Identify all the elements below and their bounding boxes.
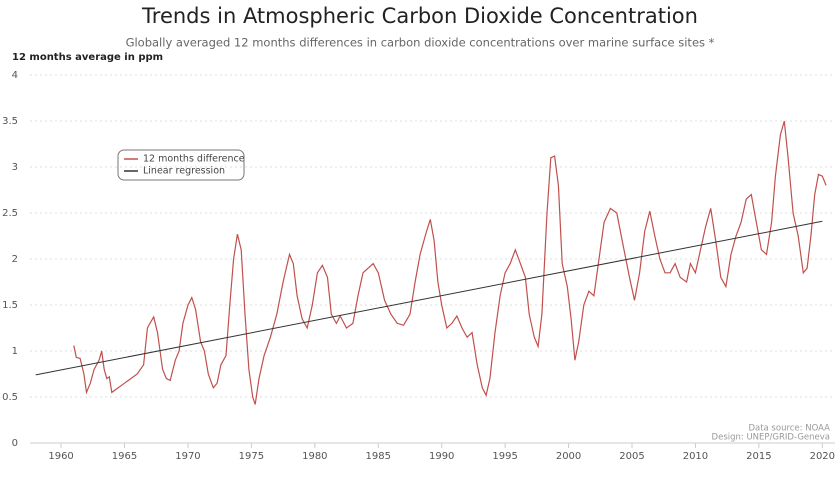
- x-tick-label: 1975: [239, 451, 264, 462]
- x-tick-label: 1990: [429, 451, 454, 462]
- y-tick-label: 4: [12, 70, 18, 81]
- source: Design: UNEP/GRID-Geneva: [712, 433, 830, 443]
- x-tick-label: 1970: [175, 451, 200, 462]
- x-tick-label: 1985: [366, 451, 391, 462]
- x-tick-label: 2015: [746, 451, 771, 462]
- y-tick-label: 1: [12, 346, 18, 357]
- y-tick-label: 0: [12, 438, 18, 449]
- x-tick-label: 2010: [683, 451, 708, 462]
- series-line: [35, 220, 823, 376]
- legend-box: [117, 149, 245, 181]
- legend-label: Linear regression: [143, 166, 225, 177]
- legend-label: 12 months difference: [143, 154, 245, 165]
- chart-subtitle: Globally averaged 12 months differences …: [126, 36, 715, 50]
- x-tick-label: 1960: [48, 451, 73, 462]
- x-tick-label: 2005: [619, 451, 644, 462]
- y-tick-label: 0.5: [2, 392, 18, 403]
- chart-title: Trends in Atmospheric Carbon Dioxide Con…: [141, 4, 698, 28]
- y-tick-label: 2.5: [2, 208, 18, 219]
- y-tick-label: 3: [12, 162, 18, 173]
- y-tick-label: 3.5: [2, 116, 18, 127]
- y-axis-label: 12 months average in ppm: [12, 52, 163, 63]
- y-tick-label: 2: [12, 254, 18, 265]
- source: Data source: NOAA: [748, 424, 830, 434]
- series-line: [73, 120, 827, 405]
- x-tick-label: 2020: [810, 451, 835, 462]
- x-tick-label: 1980: [302, 451, 327, 462]
- x-tick-label: 2000: [556, 451, 581, 462]
- y-tick-label: 1.5: [2, 300, 18, 311]
- x-tick-label: 1995: [492, 451, 517, 462]
- x-tick-label: 1965: [112, 451, 137, 462]
